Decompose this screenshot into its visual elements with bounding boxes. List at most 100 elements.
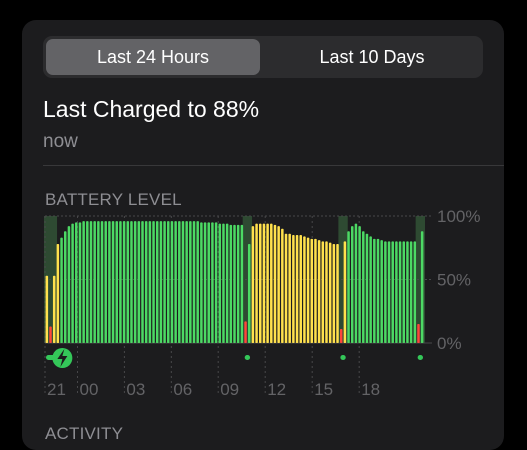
battery-bar xyxy=(251,226,255,343)
battery-bar xyxy=(104,221,107,343)
battery-bar xyxy=(240,224,244,343)
battery-bar xyxy=(52,275,56,343)
battery-bar xyxy=(413,241,417,343)
charging-indicator xyxy=(417,355,423,360)
battery-bar xyxy=(350,226,354,343)
battery-bar xyxy=(122,221,126,343)
battery-bar xyxy=(336,243,339,343)
battery-bar xyxy=(398,241,402,343)
y-tick-label: 0% xyxy=(437,334,462,353)
last-charged-time: now xyxy=(43,131,78,152)
battery-bar xyxy=(306,237,310,343)
battery-bar xyxy=(303,236,306,343)
battery-bar xyxy=(89,221,93,343)
battery-bar xyxy=(317,240,321,343)
x-tick-label: 12 xyxy=(267,380,286,399)
battery-bar xyxy=(284,233,288,343)
battery-bar xyxy=(45,275,49,343)
battery-bar xyxy=(395,241,398,343)
battery-bar xyxy=(126,221,130,343)
battery-bar xyxy=(60,237,63,343)
x-tick-label: 18 xyxy=(361,380,380,399)
battery-bar xyxy=(100,221,104,343)
battery-bar xyxy=(417,323,420,343)
battery-bar xyxy=(78,222,82,343)
last-charged-title: Last Charged to 88% xyxy=(43,96,260,122)
x-tick-label: 21 xyxy=(47,380,66,399)
bolt-icon-glyph xyxy=(57,349,68,367)
battery-bar xyxy=(211,222,214,343)
battery-bar xyxy=(270,223,273,343)
battery-bar xyxy=(82,221,85,343)
battery-bar xyxy=(97,221,100,343)
battery-bar xyxy=(380,240,383,343)
bolt-icon xyxy=(52,348,73,368)
battery-bar xyxy=(255,223,258,343)
battery-bar xyxy=(225,223,229,343)
battery-bar xyxy=(71,223,74,343)
x-tick-label: 15 xyxy=(314,380,333,399)
battery-bar xyxy=(281,228,284,343)
battery-bar xyxy=(163,221,166,343)
battery-bar xyxy=(376,238,380,343)
battery-bar xyxy=(200,222,203,343)
battery-bar xyxy=(178,221,181,343)
battery-bar xyxy=(299,235,302,343)
battery-bar xyxy=(325,241,328,343)
battery-bar xyxy=(321,241,325,343)
battery-bar xyxy=(56,243,60,343)
battery-level-heading: BATTERY LEVEL xyxy=(45,190,182,209)
battery-bar xyxy=(192,221,196,343)
battery-bar xyxy=(159,221,163,343)
battery-bar xyxy=(170,221,174,343)
x-tick-label: 00 xyxy=(80,380,99,399)
battery-bar xyxy=(144,221,148,343)
battery-bar xyxy=(277,226,280,343)
battery-bar xyxy=(130,221,133,343)
battery-bar xyxy=(236,224,240,343)
charging-indicator xyxy=(244,355,251,360)
battery-bar xyxy=(174,221,177,343)
battery-bar xyxy=(233,224,236,343)
battery-bar xyxy=(262,223,266,343)
battery-bar xyxy=(373,238,376,343)
battery-bar xyxy=(148,221,152,343)
charging-band xyxy=(338,216,348,343)
battery-bar xyxy=(203,222,207,343)
battery-bar xyxy=(339,329,343,343)
battery-bar xyxy=(133,221,137,343)
battery-bar xyxy=(75,222,78,343)
battery-bar xyxy=(229,224,233,343)
battery-bar xyxy=(86,221,89,343)
battery-bar xyxy=(93,221,96,343)
battery-bar xyxy=(155,221,159,343)
battery-bar xyxy=(420,231,424,343)
battery-bar xyxy=(288,233,291,343)
battery-bar xyxy=(222,223,225,343)
battery-bar xyxy=(108,221,111,343)
battery-bar xyxy=(49,326,52,343)
battery-bar xyxy=(247,243,251,343)
battery-bar xyxy=(409,241,413,343)
battery-bar xyxy=(266,223,269,343)
battery-bar xyxy=(384,241,387,343)
battery-bar xyxy=(207,222,210,343)
battery-bar xyxy=(214,222,218,343)
battery-bar xyxy=(365,233,369,343)
charging-indicator xyxy=(340,355,346,360)
battery-bar xyxy=(67,226,71,343)
battery-bar xyxy=(273,224,277,343)
battery-bar xyxy=(328,242,332,343)
tab-last-24-hours[interactable]: Last 24 Hours xyxy=(46,39,260,75)
tab-last-10-days[interactable]: Last 10 Days xyxy=(319,46,425,67)
battery-bar xyxy=(387,241,391,343)
battery-bar xyxy=(185,221,188,343)
charging-band xyxy=(242,216,253,343)
battery-bar xyxy=(259,223,262,343)
x-tick-label: 09 xyxy=(220,380,239,399)
y-tick-label: 50% xyxy=(437,271,471,290)
battery-bar xyxy=(218,223,222,343)
battery-bar xyxy=(347,231,350,343)
battery-bar xyxy=(358,226,361,343)
time-range-segmented-control: Last 24 Hours Last 10 Days xyxy=(43,36,483,78)
